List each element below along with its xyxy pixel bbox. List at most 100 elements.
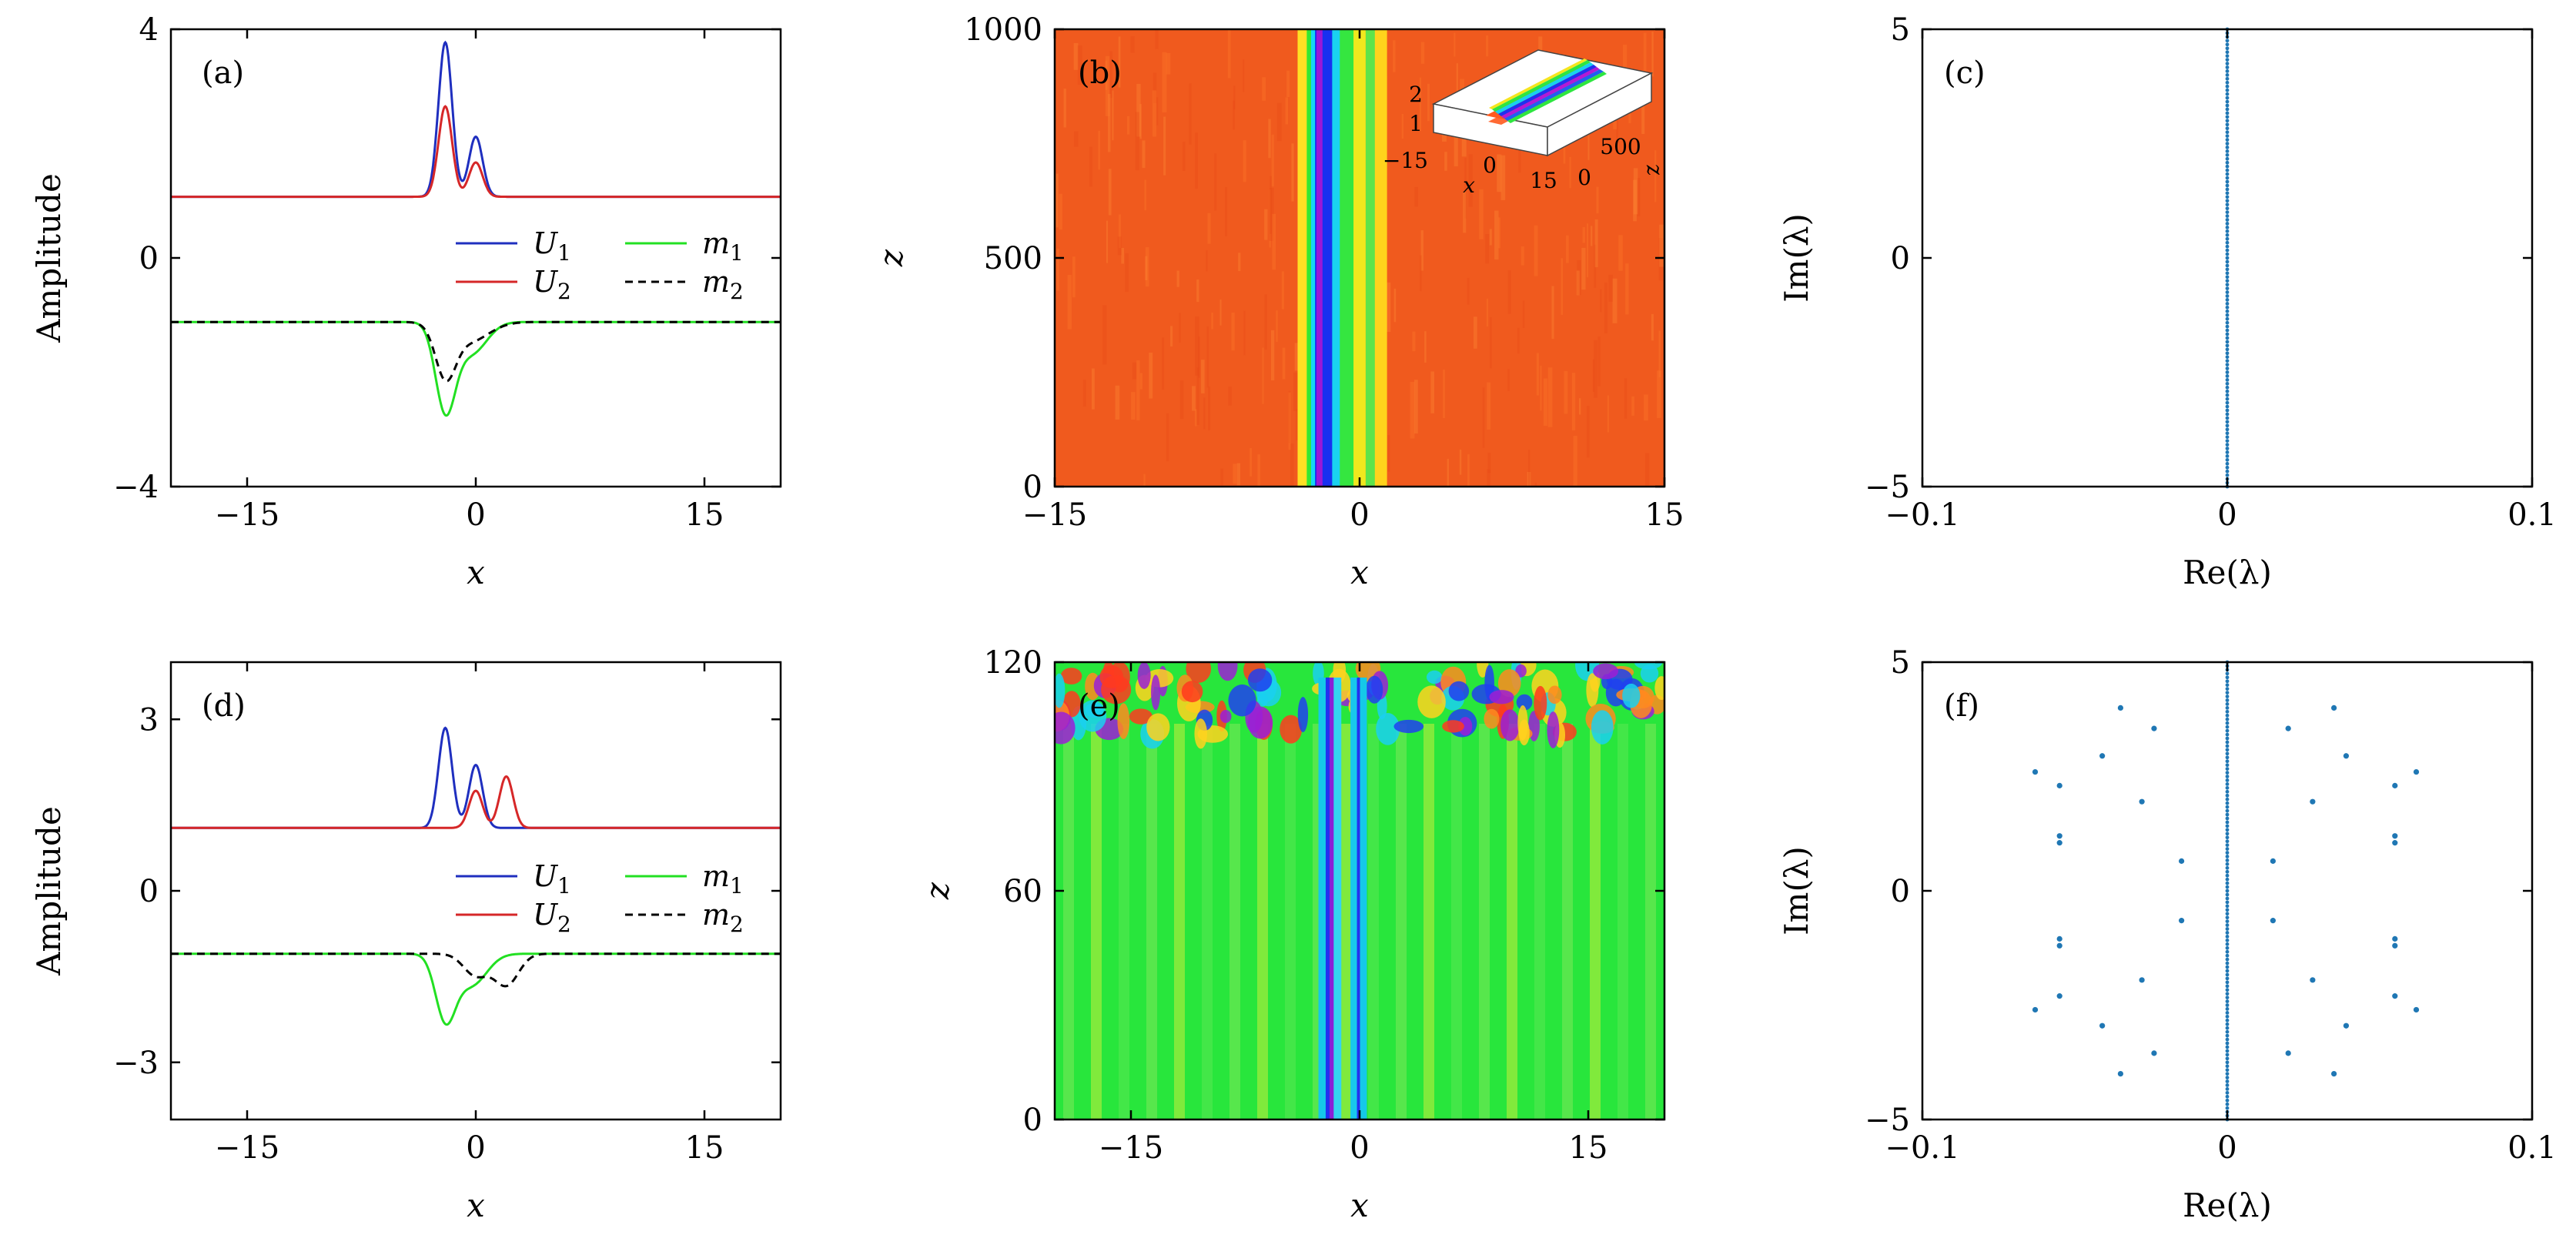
panel-b-noise [1243,59,1245,92]
panel-b-noise [1055,173,1059,228]
panel-b-noise [1468,154,1473,207]
panel-c-axis-eigenvalue [2225,427,2230,432]
panel-c-axis-eigenvalue [2225,370,2230,374]
panel-d-series-m1 [171,952,781,1026]
panel-e-label: (e) [1078,688,1120,724]
panel-f-eigenvalue [2139,977,2145,983]
panel-b-noise [1195,409,1197,427]
panel-c-ylabel: Im(λ) [1778,213,1815,303]
panel-f-eigenvalue [2056,840,2062,846]
panel-b-noise [1597,336,1601,387]
panel-c-axis-eigenvalue [2225,191,2230,196]
panel-c-axis-eigenvalue [2225,244,2230,249]
panel-b-noise [1270,176,1272,234]
panel-e-ripple [1590,724,1601,1120]
panel-f-eigenvalue [2392,782,2398,788]
panel-b-noise [1497,217,1500,249]
panel-b-noise [1139,373,1143,390]
panel-b-noise [1467,277,1470,305]
panel-f-eigenvalue [2285,725,2291,731]
panel-e-turbulence [1247,668,1273,692]
panel-f-eigenvalue [2056,833,2062,839]
panel-b-noise [1631,396,1634,416]
panel-b-noise [1659,224,1664,267]
panel-b-noise [1179,313,1181,343]
panel-c-axis-eigenvalue [2225,42,2230,47]
inset-ridge-blue [1498,65,1597,116]
panel-f-axis-eigenvalue [2225,908,2230,912]
panel-b-noise [1487,382,1491,430]
panel-f-axis-eigenvalue [2225,1087,2230,1091]
panel-c-xlabel: Re(λ) [2183,554,2272,591]
panel-c-axis-eigenvalue [2225,138,2230,142]
panel-b-noise [1551,286,1554,340]
panel-b-noise [1291,143,1294,202]
panel-b-noise [1077,45,1082,85]
panel-c-axis-eigenvalue [2225,393,2230,397]
panel-b-noise [1657,370,1661,418]
panel-b-noise [1586,406,1590,458]
panel-e-ripple [1396,724,1407,1120]
panel-b-noise [1497,154,1502,192]
panel-b-noise [1282,347,1286,380]
panel-f-axis-eigenvalue [2225,778,2230,782]
panel-b-soliton-stripe [1365,29,1377,487]
panel-f-axis-eigenvalue [2225,1037,2230,1042]
panel-b-noise [1272,213,1276,270]
panel-b-noise [1486,298,1489,327]
panel-b-noise [1485,233,1490,264]
panel-b-noise [1196,279,1199,303]
panel-c-axis-eigenvalue [2225,328,2230,333]
panel-b-noise [1569,156,1571,189]
panel-e-ripple [1368,724,1379,1120]
panel-b-noise [1427,83,1430,122]
panel-e-turbulence [1500,709,1520,741]
panel-f-xtick-label: −0.1 [1885,1130,1959,1166]
panel-d-ticks: −15 0 15 −3 0 3 [113,662,781,1166]
panel-b-noise [1444,152,1447,171]
panel-c-axis-eigenvalue [2225,313,2230,317]
panel-f-axis-eigenvalue [2225,904,2230,909]
panel-f-axis-eigenvalue [2225,691,2230,694]
panel-b-noise [1612,278,1618,323]
panel-f-axis-eigenvalue [2225,1106,2230,1110]
panel-c-axis-eigenvalue [2225,351,2230,356]
panel-c-axis-eigenvalue [2225,195,2230,199]
panel-f-axis-eigenvalue [2225,877,2230,882]
panel-b-noise [1162,52,1167,112]
panel-c-axis-eigenvalue [2225,58,2230,62]
inset-ridge-blue2 [1504,69,1604,121]
panel-a-series-U2 [171,105,781,199]
panel-b-noise [1424,331,1427,363]
panel-c-axis-eigenvalue [2225,294,2230,298]
panel-b-noise [1507,270,1511,314]
panel-c-axis-eigenvalue [2225,130,2230,135]
panel-b-noise [1153,72,1157,103]
panel-a-label: (a) [202,55,244,91]
panel-c-axis-eigenvalue [2225,302,2230,306]
panel-c-axis-eigenvalue [2225,202,2230,207]
panel-c-axis-eigenvalue [2225,450,2230,454]
panel-f-axis-eigenvalue [2225,694,2230,698]
panel-e-xlabel: x [1350,1186,1369,1224]
panel-e-turbulence [1654,676,1664,701]
panel-f-axis-eigenvalue [2225,1094,2230,1099]
panel-f-eigenvalue [2392,833,2398,839]
panel-c-axis-eigenvalue [2225,332,2230,336]
panel-b-noise [1119,214,1121,248]
panel-b-noise [1596,186,1599,214]
panel-f-axis-eigenvalue [2225,771,2230,775]
panel-f-axis-eigenvalue [2225,1045,2230,1049]
panel-e-turbulence [1593,663,1619,680]
panel-f-axis-eigenvalue [2225,775,2230,778]
panel-f-axis-eigenvalue [2225,785,2230,790]
panel-b-noise [1487,469,1490,487]
panel-f-axis-eigenvalue [2225,1053,2230,1057]
panel-f-axis-eigenvalue [2225,698,2230,702]
panel-b-noise [1203,397,1206,430]
inset-ridge-cyan [1495,62,1594,114]
panel-f-axis-eigenvalue [2225,793,2230,798]
panel-b-noise [1089,146,1092,187]
